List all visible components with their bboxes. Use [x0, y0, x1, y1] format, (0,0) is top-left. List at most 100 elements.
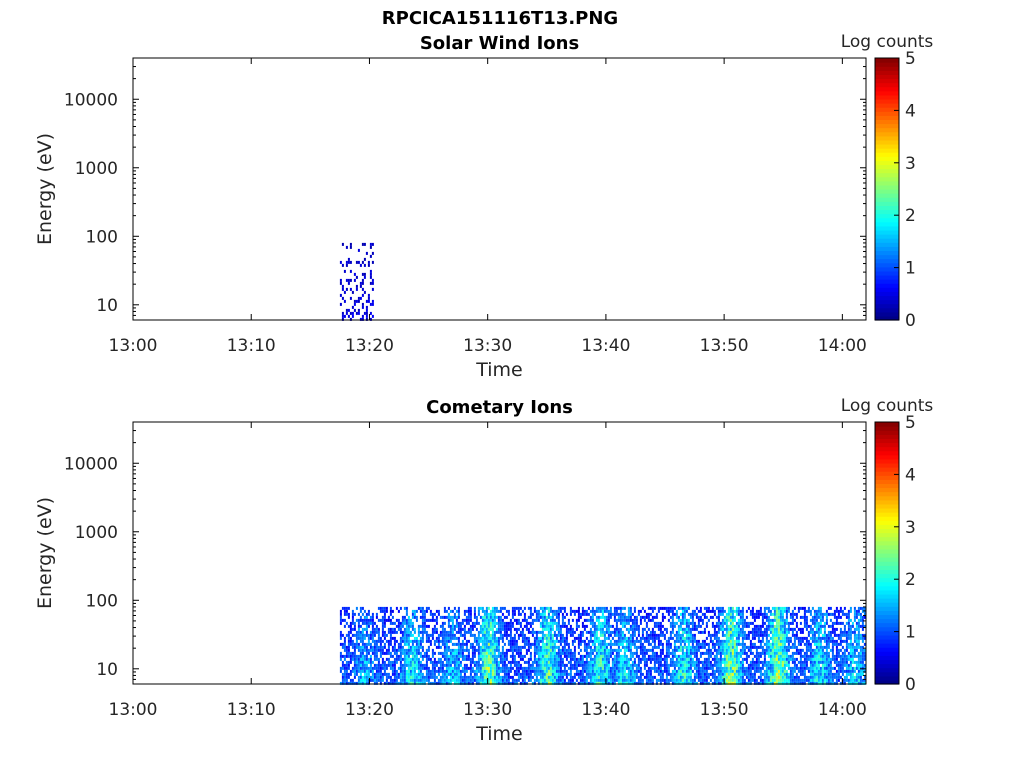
- heatmap-cell: [727, 675, 730, 679]
- heatmap-cell: [779, 636, 782, 640]
- heatmap-cell: [697, 639, 700, 643]
- heatmap-cell: [413, 672, 416, 676]
- heatmap-cell: [493, 672, 496, 676]
- heatmap-cell: [687, 606, 690, 610]
- heatmap-cell: [635, 645, 638, 649]
- heatmap-cell: [737, 657, 740, 661]
- heatmap-cell: [597, 627, 600, 631]
- heatmap-cell: [567, 645, 570, 649]
- heatmap-cell: [463, 654, 466, 658]
- heatmap-cell: [339, 621, 342, 625]
- heatmap-cell: [421, 678, 424, 682]
- heatmap-cell: [379, 663, 382, 667]
- heatmap-cell: [791, 609, 794, 613]
- heatmap-cell: [781, 627, 784, 631]
- heatmap-cell: [737, 624, 740, 628]
- colorbar-segment: [875, 205, 899, 211]
- heatmap-cell: [637, 627, 640, 631]
- heatmap-cell: [509, 666, 512, 670]
- heatmap-cell: [395, 669, 398, 673]
- heatmap-cell: [511, 615, 514, 619]
- heatmap-cell: [519, 630, 522, 634]
- heatmap-cell: [723, 672, 726, 676]
- heatmap-cell: [663, 657, 666, 661]
- heatmap-cell: [371, 281, 374, 285]
- heatmap-cell: [661, 618, 664, 622]
- heatmap-cell: [583, 654, 586, 658]
- heatmap-cell: [689, 660, 692, 664]
- heatmap-cell: [525, 669, 528, 673]
- heatmap-cell: [563, 642, 566, 646]
- heatmap-cell: [345, 675, 348, 679]
- heatmap-cell: [491, 621, 494, 625]
- heatmap-cell: [415, 660, 418, 664]
- heatmap-cell: [481, 636, 484, 640]
- heatmap-cell: [545, 606, 548, 610]
- heatmap-cell: [767, 669, 770, 673]
- heatmap-cell: [637, 666, 640, 670]
- heatmap-cell: [461, 627, 464, 631]
- heatmap-cell: [777, 681, 780, 685]
- heatmap-cell: [381, 648, 384, 652]
- heatmap-cell: [699, 672, 702, 676]
- heatmap-cell: [509, 624, 512, 628]
- heatmap-cell: [377, 657, 380, 661]
- heatmap-cell: [533, 660, 536, 664]
- heatmap-cell: [693, 633, 696, 637]
- heatmap-cell: [493, 657, 496, 661]
- heatmap-cell: [343, 290, 346, 294]
- heatmap-cell: [751, 678, 754, 682]
- heatmap-cell: [471, 642, 474, 646]
- heatmap-cell: [717, 636, 720, 640]
- heatmap-cell: [569, 609, 572, 613]
- heatmap-cell: [815, 651, 818, 655]
- heatmap-cell: [505, 651, 508, 655]
- heatmap-cell: [597, 621, 600, 625]
- heatmap-cell: [701, 645, 704, 649]
- heatmap-cell: [649, 681, 652, 685]
- heatmap-cell: [631, 675, 634, 679]
- heatmap-cell: [363, 669, 366, 673]
- heatmap-cell: [781, 636, 784, 640]
- heatmap-cell: [351, 305, 354, 309]
- heatmap-cell: [415, 636, 418, 640]
- heatmap-cell: [725, 663, 728, 667]
- heatmap-cell: [751, 675, 754, 679]
- heatmap-cell: [465, 639, 468, 643]
- heatmap-cell: [791, 672, 794, 676]
- heatmap-cell: [371, 627, 374, 631]
- heatmap-cell: [425, 648, 428, 652]
- heatmap-cell: [631, 630, 634, 634]
- heatmap-cell: [771, 675, 774, 679]
- heatmap-cell: [669, 663, 672, 667]
- heatmap-cell: [813, 639, 816, 643]
- heatmap-cell: [459, 648, 462, 652]
- heatmap-cell: [377, 663, 380, 667]
- heatmap-cell: [737, 669, 740, 673]
- heatmap-cell: [669, 672, 672, 676]
- heatmap-cell: [729, 660, 732, 664]
- heatmap-cell: [383, 609, 386, 613]
- heatmap-cell: [667, 669, 670, 673]
- heatmap-cell: [767, 645, 770, 649]
- heatmap-cell: [593, 672, 596, 676]
- heatmap-cell: [347, 308, 350, 312]
- heatmap-cell: [817, 657, 820, 661]
- heatmap-cell: [619, 633, 622, 637]
- heatmap-cell: [603, 642, 606, 646]
- heatmap-cell: [587, 663, 590, 667]
- heatmap-cell: [571, 639, 574, 643]
- heatmap-cell: [569, 654, 572, 658]
- heatmap-cell: [509, 681, 512, 685]
- heatmap-cell: [511, 621, 514, 625]
- heatmap-cell: [647, 606, 650, 610]
- heatmap-cell: [803, 624, 806, 628]
- heatmap-cell: [557, 660, 560, 664]
- heatmap-cell: [759, 675, 762, 679]
- heatmap-cell: [745, 669, 748, 673]
- heatmap-cell: [599, 672, 602, 676]
- heatmap-cell: [497, 666, 500, 670]
- heatmap-cell: [435, 618, 438, 622]
- heatmap-cell: [767, 606, 770, 610]
